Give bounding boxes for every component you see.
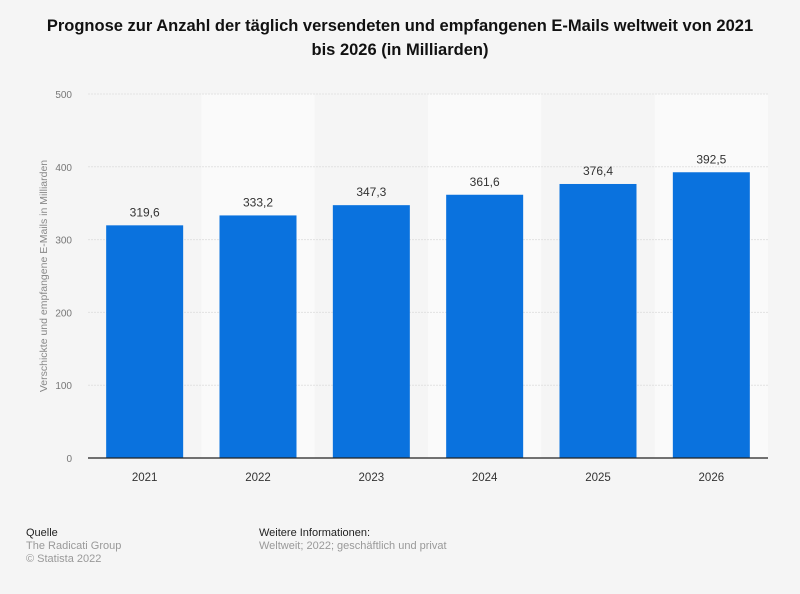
bar-2026 [672,172,750,458]
data-label: 361,6 [470,175,500,189]
x-tick-label: 2024 [472,472,498,484]
bar-2025 [559,183,637,458]
x-tick-label: 2025 [585,472,611,484]
chart-title: Prognose zur Anzahl der täglich versende… [46,17,754,59]
x-tick-label: 2021 [132,472,158,484]
bar-2024 [446,194,524,459]
bar-2021 [106,225,184,458]
y-tick-label: 200 [55,308,72,319]
data-label: 376,4 [583,164,613,178]
data-label: 319,6 [130,205,160,219]
y-tick-label: 300 [55,236,72,247]
info-heading: Weitere Informationen: [259,527,371,539]
source-block: Quelle The Radicati Group © Statista 202… [26,527,121,566]
bar-2022 [219,215,297,458]
x-tick-label: 2023 [359,472,385,484]
data-label: 347,3 [356,185,386,199]
y-tick-label: 400 [55,163,72,174]
info-text: Weltweit; 2022; geschäftlich und privat [259,540,447,552]
y-tick-label: 0 [66,454,72,465]
source-text: The Radicati Group [26,540,122,552]
x-tick-label: 2026 [699,472,725,484]
copyright-text: © Statista 2022 [26,553,102,565]
data-label: 392,5 [696,152,726,166]
bar-2023 [332,205,410,458]
data-label: 333,2 [243,195,273,209]
y-axis-label: Verschickte und empfangene E-Mails in Mi… [38,160,50,392]
info-block: Weitere Informationen: Weltweit; 2022; g… [259,527,447,553]
source-heading: Quelle [26,527,58,539]
y-tick-label: 100 [55,381,72,392]
x-tick-label: 2022 [245,472,271,484]
y-tick-label: 500 [55,90,72,101]
